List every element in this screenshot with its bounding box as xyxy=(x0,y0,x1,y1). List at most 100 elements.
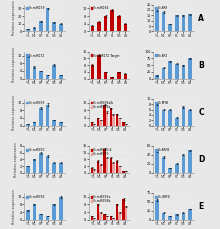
Bar xyxy=(39,71,43,79)
Bar xyxy=(59,197,63,220)
Bar xyxy=(122,171,125,173)
Bar xyxy=(112,218,114,220)
Bar xyxy=(33,204,36,220)
Bar xyxy=(103,214,106,220)
Bar xyxy=(117,72,121,79)
Bar xyxy=(182,213,185,220)
Bar xyxy=(116,204,118,220)
Bar xyxy=(26,166,30,173)
Bar xyxy=(175,214,179,220)
Legend: Vv-miR172 Target: Vv-miR172 Target xyxy=(90,53,120,58)
Text: C: C xyxy=(198,108,204,117)
Bar xyxy=(188,14,192,31)
Y-axis label: Relative expression: Relative expression xyxy=(14,142,18,177)
Bar xyxy=(99,164,102,173)
Bar xyxy=(155,104,159,126)
Y-axis label: Relative expression: Relative expression xyxy=(12,189,16,224)
Bar xyxy=(118,212,121,220)
Bar xyxy=(59,75,63,79)
Legend: Vv-GRF4: Vv-GRF4 xyxy=(155,194,170,199)
Bar xyxy=(46,8,50,31)
Legend: Vv-ARF: Vv-ARF xyxy=(155,6,168,11)
Legend: Vv-miR396: Vv-miR396 xyxy=(26,194,45,199)
Bar xyxy=(99,212,102,220)
Bar xyxy=(52,204,56,220)
Bar xyxy=(93,218,95,220)
Bar xyxy=(39,153,43,173)
Bar xyxy=(110,10,114,31)
Bar xyxy=(26,210,30,220)
Bar xyxy=(162,213,165,220)
Bar xyxy=(26,124,30,126)
Bar xyxy=(110,77,114,79)
Bar xyxy=(122,122,125,126)
Bar xyxy=(39,22,43,31)
Bar xyxy=(59,163,63,173)
Bar xyxy=(188,150,192,173)
Bar xyxy=(26,55,30,79)
Bar xyxy=(59,24,63,31)
Bar xyxy=(168,61,172,79)
Bar xyxy=(52,120,56,126)
Legend: Vv-ARF8: Vv-ARF8 xyxy=(155,147,170,152)
Bar xyxy=(112,114,114,126)
Bar xyxy=(168,216,172,220)
Bar xyxy=(91,26,94,31)
Legend: Vv-miR396a, Vv-miR396b: Vv-miR396a, Vv-miR396b xyxy=(90,194,112,203)
Bar xyxy=(93,169,95,173)
Bar xyxy=(155,200,159,220)
Bar xyxy=(91,168,93,173)
Legend: Vv-miR390: Vv-miR390 xyxy=(26,147,45,152)
Bar xyxy=(125,171,127,173)
Bar xyxy=(26,29,30,31)
Bar xyxy=(106,216,108,220)
Bar xyxy=(162,157,165,173)
Bar xyxy=(46,156,50,173)
Text: E: E xyxy=(198,202,204,211)
Bar xyxy=(188,209,192,220)
Bar xyxy=(46,75,50,79)
Legend: Vv-AP2: Vv-AP2 xyxy=(155,53,168,58)
Legend: Vv-MYB: Vv-MYB xyxy=(155,100,169,105)
Text: D: D xyxy=(198,155,205,164)
Bar xyxy=(103,104,106,126)
Bar xyxy=(118,166,121,173)
Bar xyxy=(155,151,159,173)
Bar xyxy=(162,12,165,31)
Bar xyxy=(91,216,93,220)
Bar xyxy=(168,109,172,126)
Bar xyxy=(33,28,36,31)
Bar xyxy=(188,58,192,79)
Bar xyxy=(155,10,159,31)
Bar xyxy=(97,55,101,79)
Bar xyxy=(168,24,172,31)
Bar xyxy=(110,108,112,126)
Legend: Vv-miR390-4, Vv-miR390: Vv-miR390-4, Vv-miR390 xyxy=(90,147,113,156)
Bar xyxy=(168,168,172,173)
Bar xyxy=(52,163,56,173)
Bar xyxy=(116,161,118,173)
Legend: Vv-miR393: Vv-miR393 xyxy=(26,100,45,105)
Bar xyxy=(110,216,112,220)
Bar xyxy=(33,159,36,173)
Bar xyxy=(99,120,102,126)
Bar xyxy=(116,114,118,126)
Bar xyxy=(110,158,112,173)
Legend: Vv-miR159: Vv-miR159 xyxy=(26,6,45,11)
Bar xyxy=(104,72,107,79)
Bar xyxy=(39,214,43,220)
Bar xyxy=(97,161,99,173)
Bar xyxy=(175,164,179,173)
Bar xyxy=(162,109,165,126)
Text: B: B xyxy=(198,61,204,70)
Bar xyxy=(155,75,159,79)
Bar xyxy=(182,155,185,173)
Bar xyxy=(182,15,185,31)
Bar xyxy=(122,199,125,220)
Bar xyxy=(175,118,179,126)
Bar xyxy=(124,24,127,31)
Bar xyxy=(118,118,121,126)
Bar xyxy=(97,22,101,31)
Bar xyxy=(52,65,56,79)
Bar xyxy=(93,124,95,126)
